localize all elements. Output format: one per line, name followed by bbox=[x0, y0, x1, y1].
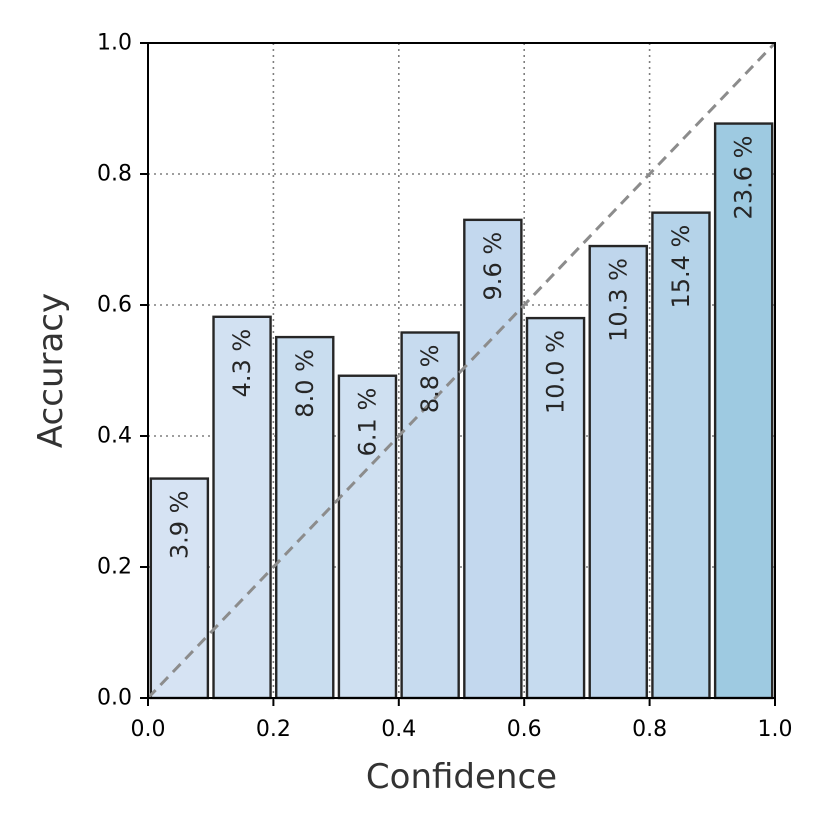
perfect-calibration-line bbox=[146, 41, 777, 700]
bar-bin-7 bbox=[525, 316, 586, 700]
y-axis-title: Accuracy bbox=[31, 293, 71, 448]
axes-frame bbox=[147, 42, 776, 699]
bar-label-8: 10.3 % bbox=[604, 258, 632, 342]
bar-label-9: 15.4 % bbox=[667, 225, 695, 309]
bar-label-5: 8.8 % bbox=[416, 345, 444, 414]
x-tick-label: 0.0 bbox=[131, 717, 166, 742]
y-axis-ticks: 0.0 0.2 0.4 0.6 0.8 1.0 bbox=[97, 31, 148, 711]
y-tick-label: 1.0 bbox=[97, 31, 132, 56]
x-axis-ticks: 0.0 0.2 0.4 0.6 0.8 1.0 bbox=[131, 698, 793, 742]
bar-series bbox=[149, 122, 774, 700]
x-tick-label: 0.2 bbox=[256, 717, 291, 742]
bar-bin-5 bbox=[400, 331, 460, 700]
x-axis-title: Confidence bbox=[366, 757, 557, 797]
bar-bin-8 bbox=[588, 244, 648, 700]
bar-label-4: 6.1 % bbox=[353, 388, 381, 457]
bar-label-3: 8.0 % bbox=[291, 349, 319, 418]
y-tick-label: 0.4 bbox=[97, 424, 132, 449]
bar-label-10: 23.6 % bbox=[730, 136, 758, 220]
bar-bin-10 bbox=[713, 122, 774, 700]
bar-bin-3 bbox=[275, 335, 335, 700]
y-tick-label: 0.0 bbox=[97, 686, 132, 711]
y-tick-label: 0.8 bbox=[97, 162, 132, 187]
bar-bin-2 bbox=[212, 315, 272, 700]
bar-label-1: 3.9 % bbox=[165, 491, 193, 560]
x-tick-label: 0.4 bbox=[381, 717, 416, 742]
x-tick-label: 0.8 bbox=[632, 717, 667, 742]
x-tick-label: 1.0 bbox=[758, 717, 793, 742]
y-tick-label: 0.6 bbox=[97, 293, 132, 318]
bar-labels: 3.9 % 4.3 % 8.0 % 6.1 % 8.8 % 9.6 % 10.0 % 10.3… bbox=[165, 136, 757, 560]
y-tick-label: 0.2 bbox=[97, 555, 132, 580]
bar-label-2: 4.3 % bbox=[228, 329, 256, 398]
bar-label-7: 10.0 % bbox=[542, 330, 570, 414]
x-tick-label: 0.6 bbox=[507, 717, 542, 742]
bar-bin-4 bbox=[337, 374, 398, 700]
bar-label-6: 9.6 % bbox=[479, 232, 507, 301]
bar-bin-6 bbox=[463, 218, 523, 700]
